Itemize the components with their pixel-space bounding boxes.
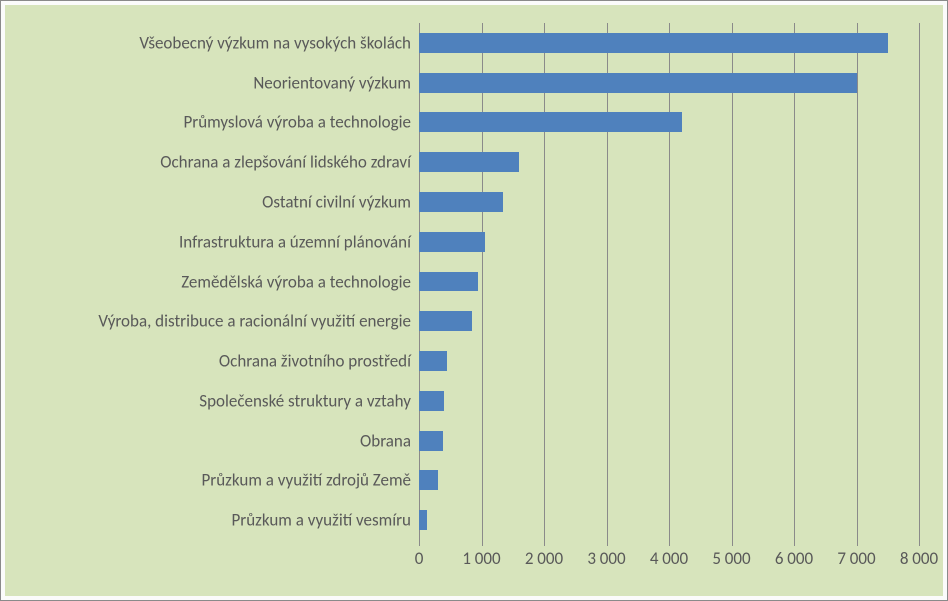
bar-slot bbox=[419, 301, 919, 341]
bar bbox=[419, 73, 857, 93]
x-axis-labels: 01 0002 0003 0004 0005 0006 0007 0008 00… bbox=[419, 548, 919, 578]
x-tick-label: 5 000 bbox=[712, 548, 750, 569]
bar bbox=[419, 152, 519, 172]
bar bbox=[419, 272, 478, 292]
x-tick bbox=[482, 540, 483, 546]
category-label: Průmyslová výroba a technologie bbox=[183, 112, 411, 133]
bar bbox=[419, 470, 438, 490]
bar-slot bbox=[419, 421, 919, 461]
category-label: Ochrana a zlepšování lidského zdraví bbox=[160, 152, 411, 173]
plot-background: 0 1 000 2 000 3 000 4 000 5 000 6 000 7 000 8 00… bbox=[5, 5, 943, 596]
plot-area bbox=[419, 23, 919, 540]
bar-slot bbox=[419, 103, 919, 143]
bar bbox=[419, 311, 472, 331]
bar bbox=[419, 391, 444, 411]
bar bbox=[419, 33, 888, 53]
x-tick bbox=[857, 540, 858, 546]
x-tick bbox=[669, 540, 670, 546]
x-tick bbox=[732, 540, 733, 546]
category-label: Ochrana životního prostředí bbox=[219, 351, 411, 372]
bar-slot bbox=[419, 262, 919, 302]
gridline bbox=[919, 23, 920, 540]
chart-frame: 0 1 000 2 000 3 000 4 000 5 000 6 000 7 000 8 00… bbox=[0, 0, 948, 601]
category-label: Obrana bbox=[360, 430, 411, 451]
category-label: Výroba, distribuce a racionální využití … bbox=[98, 311, 411, 332]
bar-slot bbox=[419, 182, 919, 222]
bar bbox=[419, 192, 503, 212]
bar-slot bbox=[419, 63, 919, 103]
bar bbox=[419, 510, 427, 530]
x-tick-label: 2 000 bbox=[525, 548, 563, 569]
x-tick-label: 1 000 bbox=[462, 548, 500, 569]
bar-slot bbox=[419, 341, 919, 381]
category-label: Společenské struktury a vztahy bbox=[199, 390, 411, 411]
x-tick-label: 4 000 bbox=[650, 548, 688, 569]
x-tick-label: 6 000 bbox=[775, 548, 813, 569]
category-label: Všeobecný výzkum na vysokých školách bbox=[139, 32, 411, 53]
bar bbox=[419, 351, 447, 371]
category-label: Ostatní civilní výzkum bbox=[262, 191, 411, 212]
x-tick-label: 0 bbox=[415, 548, 424, 569]
x-tick bbox=[607, 540, 608, 546]
x-tick-label: 8 000 bbox=[900, 548, 938, 569]
bar-slot bbox=[419, 222, 919, 262]
bar-slot bbox=[419, 142, 919, 182]
bar-slot bbox=[419, 23, 919, 63]
bar bbox=[419, 112, 682, 132]
x-tick-label: 7 000 bbox=[837, 548, 875, 569]
category-label: Infrastruktura a územní plánování bbox=[179, 231, 411, 252]
bar bbox=[419, 431, 443, 451]
category-label: Průzkum a využití vesmíru bbox=[231, 510, 411, 531]
category-label: Zemědělská výroba a technologie bbox=[181, 271, 411, 292]
bar-slot bbox=[419, 460, 919, 500]
bar-slot bbox=[419, 500, 919, 540]
category-label: Průzkum a využití zdrojů Země bbox=[202, 470, 411, 491]
bar bbox=[419, 232, 485, 252]
category-label: Neorientovaný výzkum bbox=[253, 72, 411, 93]
x-tick bbox=[919, 540, 920, 546]
x-tick-label: 3 000 bbox=[587, 548, 625, 569]
bar-slot bbox=[419, 381, 919, 421]
x-tick bbox=[544, 540, 545, 546]
x-tick bbox=[794, 540, 795, 546]
x-tick bbox=[419, 540, 420, 546]
